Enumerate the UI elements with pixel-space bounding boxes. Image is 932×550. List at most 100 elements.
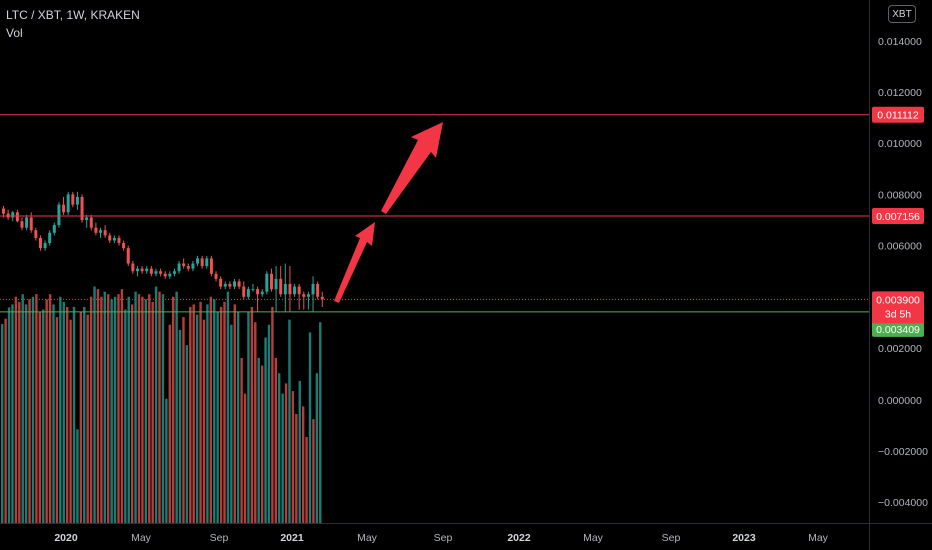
candle-body bbox=[94, 227, 98, 233]
volume-bar bbox=[42, 309, 45, 523]
candle-body bbox=[269, 273, 273, 290]
candle-body bbox=[149, 268, 153, 274]
candle-body bbox=[25, 217, 29, 228]
currency-button[interactable]: XBT bbox=[888, 5, 916, 23]
candle-body bbox=[182, 263, 186, 267]
price-label-bg bbox=[872, 106, 924, 123]
volume-bar bbox=[199, 301, 202, 523]
candle-body bbox=[265, 273, 269, 292]
volume-bar bbox=[55, 317, 59, 523]
candle-body bbox=[103, 230, 107, 236]
time-axis[interactable]: 2020 May Sep 2021 May Sep 2022 May Sep 2023 May bbox=[54, 532, 828, 544]
volume-bar bbox=[158, 291, 161, 523]
volume-bar bbox=[284, 383, 288, 523]
candle-body bbox=[274, 278, 278, 290]
price-tick: 0.012000 bbox=[878, 87, 922, 99]
volume-bars bbox=[1, 286, 322, 523]
candle-body bbox=[57, 204, 61, 226]
volume-bar bbox=[11, 304, 14, 523]
volume-bar bbox=[76, 429, 79, 523]
price-tick: 0.014000 bbox=[878, 36, 922, 48]
candle-body bbox=[237, 281, 241, 287]
candle-body bbox=[256, 289, 260, 295]
volume-bar bbox=[281, 393, 284, 523]
price-tick: 0.010000 bbox=[878, 138, 922, 150]
candle-body bbox=[233, 281, 236, 287]
volume-bar bbox=[250, 306, 254, 523]
candle-body bbox=[135, 268, 139, 272]
volume-bar bbox=[319, 322, 322, 523]
volume-bar bbox=[182, 317, 185, 523]
time-label: Sep bbox=[210, 532, 229, 544]
volume-bar bbox=[298, 380, 301, 523]
volume-bar bbox=[267, 324, 271, 523]
time-axis-separator bbox=[0, 523, 932, 524]
volume-bar bbox=[83, 306, 86, 523]
candle-body bbox=[177, 263, 181, 272]
projection-arrow-2 bbox=[381, 122, 443, 214]
volume-bar bbox=[168, 324, 171, 523]
candle-body bbox=[168, 273, 172, 277]
candle-body bbox=[140, 268, 144, 272]
volume-bar bbox=[89, 296, 93, 523]
volume-bar bbox=[233, 304, 236, 523]
candle-body bbox=[246, 289, 250, 297]
volume-bar bbox=[223, 301, 226, 523]
candle-body bbox=[38, 237, 42, 249]
volume-bar bbox=[189, 306, 192, 523]
volume-bar bbox=[254, 322, 257, 523]
volume-bar bbox=[175, 291, 178, 523]
candle-body bbox=[29, 217, 33, 231]
candle-body bbox=[2, 208, 5, 214]
candle-body bbox=[191, 263, 195, 269]
volume-bar bbox=[120, 289, 124, 523]
volume-bar bbox=[28, 299, 31, 523]
volume-tick: −0.004000 bbox=[878, 497, 928, 509]
candle-body bbox=[99, 230, 103, 233]
projection-arrows[interactable] bbox=[334, 122, 443, 303]
time-label: Sep bbox=[662, 532, 681, 544]
price-axis[interactable]: 0.011112 0.007156 0.003409 0.003900 3d 5h 0.0… bbox=[872, 36, 928, 509]
chart-title: LTC / XBT, 1W, KRAKEN bbox=[6, 8, 140, 22]
candle-body bbox=[200, 258, 204, 267]
price-tick: 0.006000 bbox=[878, 241, 922, 253]
volume-bar bbox=[86, 314, 89, 523]
volume-bar bbox=[226, 291, 230, 523]
volume-bar bbox=[230, 324, 233, 523]
candle-body bbox=[48, 232, 52, 244]
candle-body bbox=[62, 204, 66, 213]
volume-bar bbox=[305, 436, 308, 523]
volume-bar bbox=[295, 414, 298, 523]
time-label: May bbox=[583, 532, 604, 544]
volume-bar bbox=[148, 294, 151, 523]
candle-body bbox=[228, 284, 232, 287]
volume-bar bbox=[195, 314, 199, 523]
volume-bar bbox=[308, 332, 312, 523]
volume-bar bbox=[93, 286, 96, 523]
horizontal-levels[interactable] bbox=[0, 114, 869, 313]
time-label: 2022 bbox=[507, 532, 531, 544]
candle-body bbox=[172, 271, 176, 274]
volume-bar bbox=[291, 391, 295, 523]
price-label: 0.007156 bbox=[876, 211, 920, 223]
volume-bar bbox=[18, 301, 21, 523]
candle-body bbox=[288, 284, 292, 295]
candle-body bbox=[209, 258, 213, 274]
volume-bar bbox=[96, 289, 100, 523]
price-tick: 0.008000 bbox=[878, 189, 922, 201]
volume-label: Vol bbox=[6, 26, 23, 40]
volume-bar bbox=[301, 406, 305, 523]
volume-bar bbox=[161, 294, 165, 523]
candle-body bbox=[260, 291, 264, 295]
countdown-label: 3d 5h bbox=[885, 308, 911, 320]
candle-body bbox=[163, 273, 167, 277]
time-label: May bbox=[808, 532, 829, 544]
volume-bar bbox=[7, 307, 11, 523]
price-label-bg bbox=[872, 320, 924, 337]
candle-body bbox=[293, 286, 297, 295]
volume-bar bbox=[103, 291, 106, 523]
volume-bar bbox=[278, 373, 281, 523]
candle-body bbox=[126, 248, 130, 264]
volume-bar bbox=[274, 357, 277, 523]
